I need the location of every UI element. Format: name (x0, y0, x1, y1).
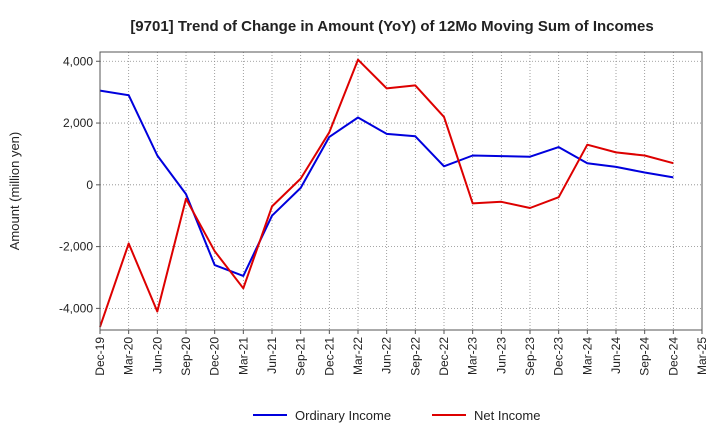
x-axis-ticks: Dec-19 Mar-20 Jun-20 Sep-20 Dec-20 Mar-21 Jun-… (93, 330, 709, 376)
x-tick-label: Dec-21 (322, 337, 336, 376)
grid (99, 52, 703, 330)
x-tick-label: Jun-24 (609, 337, 623, 374)
series-layer (99, 58, 674, 328)
x-tick-label: Mar-25 (695, 337, 709, 375)
x-tick-label: Dec-20 (208, 337, 222, 376)
x-tick-label: Mar-21 (236, 337, 250, 375)
y-tick-label: 2,000 (63, 116, 93, 130)
x-tick-label: Mar-24 (580, 337, 594, 375)
legend-label-net-income: Net Income (474, 408, 540, 423)
x-tick-label: Sep-22 (408, 337, 422, 376)
x-tick-label: Dec-19 (93, 337, 107, 376)
y-tick-label: -4,000 (59, 301, 93, 315)
x-tick-label: Sep-20 (179, 337, 193, 376)
y-tick-label: 4,000 (63, 54, 93, 68)
x-tick-label: Jun-23 (494, 337, 508, 374)
x-tick-label: Dec-23 (552, 337, 566, 376)
x-tick-label: Dec-24 (666, 337, 680, 376)
x-tick-label: Dec-22 (437, 337, 451, 376)
y-axis-ticks: 4,000 2,000 0 -2,000 -4,000 (59, 54, 100, 315)
legend-label-ordinary-income: Ordinary Income (295, 408, 391, 423)
x-tick-label: Sep-21 (294, 337, 308, 376)
y-tick-label: -2,000 (59, 240, 93, 254)
x-tick-label: Jun-20 (150, 337, 164, 374)
x-tick-label: Sep-24 (638, 337, 652, 376)
plot-frame (99, 51, 703, 331)
x-tick-label: Mar-22 (351, 337, 365, 375)
x-tick-label: Jun-21 (265, 337, 279, 374)
y-tick-label: 0 (86, 178, 93, 192)
series-line-net-income (99, 58, 674, 328)
x-tick-label: Sep-23 (523, 337, 537, 376)
x-tick-label: Mar-23 (466, 337, 480, 375)
legend: Ordinary Income Net Income (253, 408, 540, 423)
x-tick-label: Jun-22 (380, 337, 394, 374)
x-tick-label: Mar-20 (122, 337, 136, 375)
chart-title: [9701] Trend of Change in Amount (YoY) o… (130, 18, 653, 35)
y-axis-label: Amount (million yen) (7, 132, 22, 251)
